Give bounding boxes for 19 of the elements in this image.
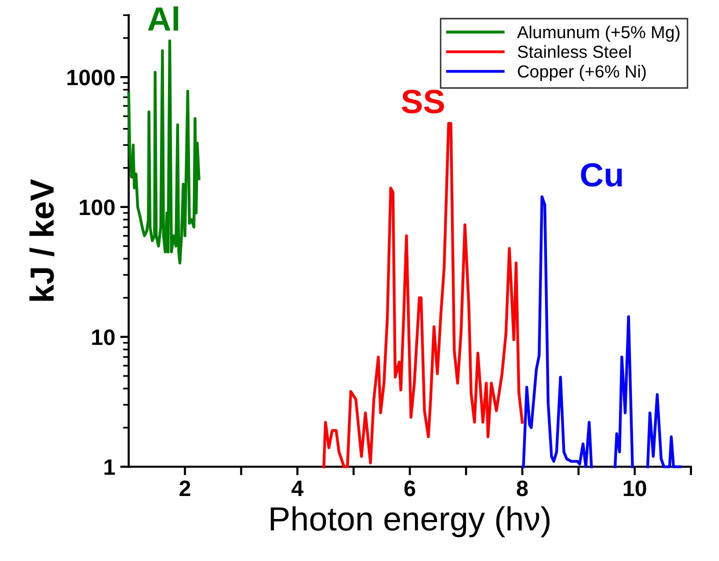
y-tick-label: 1 (104, 460, 115, 475)
legend-label: Stainless Steel (518, 45, 631, 58)
annotation: SS (402, 90, 444, 114)
x-tick-label: 4 (292, 480, 304, 496)
annotation: Al (148, 6, 178, 31)
x-axis-title: Photon energy (hν) (270, 506, 550, 538)
annotation: Cu (580, 163, 622, 187)
line-series (127, 40, 200, 264)
x-tick-label: 6 (404, 480, 416, 496)
x-tick-label: 2 (180, 480, 190, 496)
x-tick-label: 10 (624, 480, 646, 496)
y-tick-label: 10 (92, 329, 115, 346)
legend-label: Copper (+6% Ni) (518, 64, 646, 82)
x-tick-label: 8 (516, 480, 528, 496)
y-tick-label: 100 (80, 200, 115, 216)
y-axis-title: kJ / keV (29, 179, 54, 301)
y-tick-label: 1000 (67, 70, 115, 86)
legend-label: Alumunum (+5% Mg) (517, 26, 680, 42)
line-series (322, 122, 524, 468)
